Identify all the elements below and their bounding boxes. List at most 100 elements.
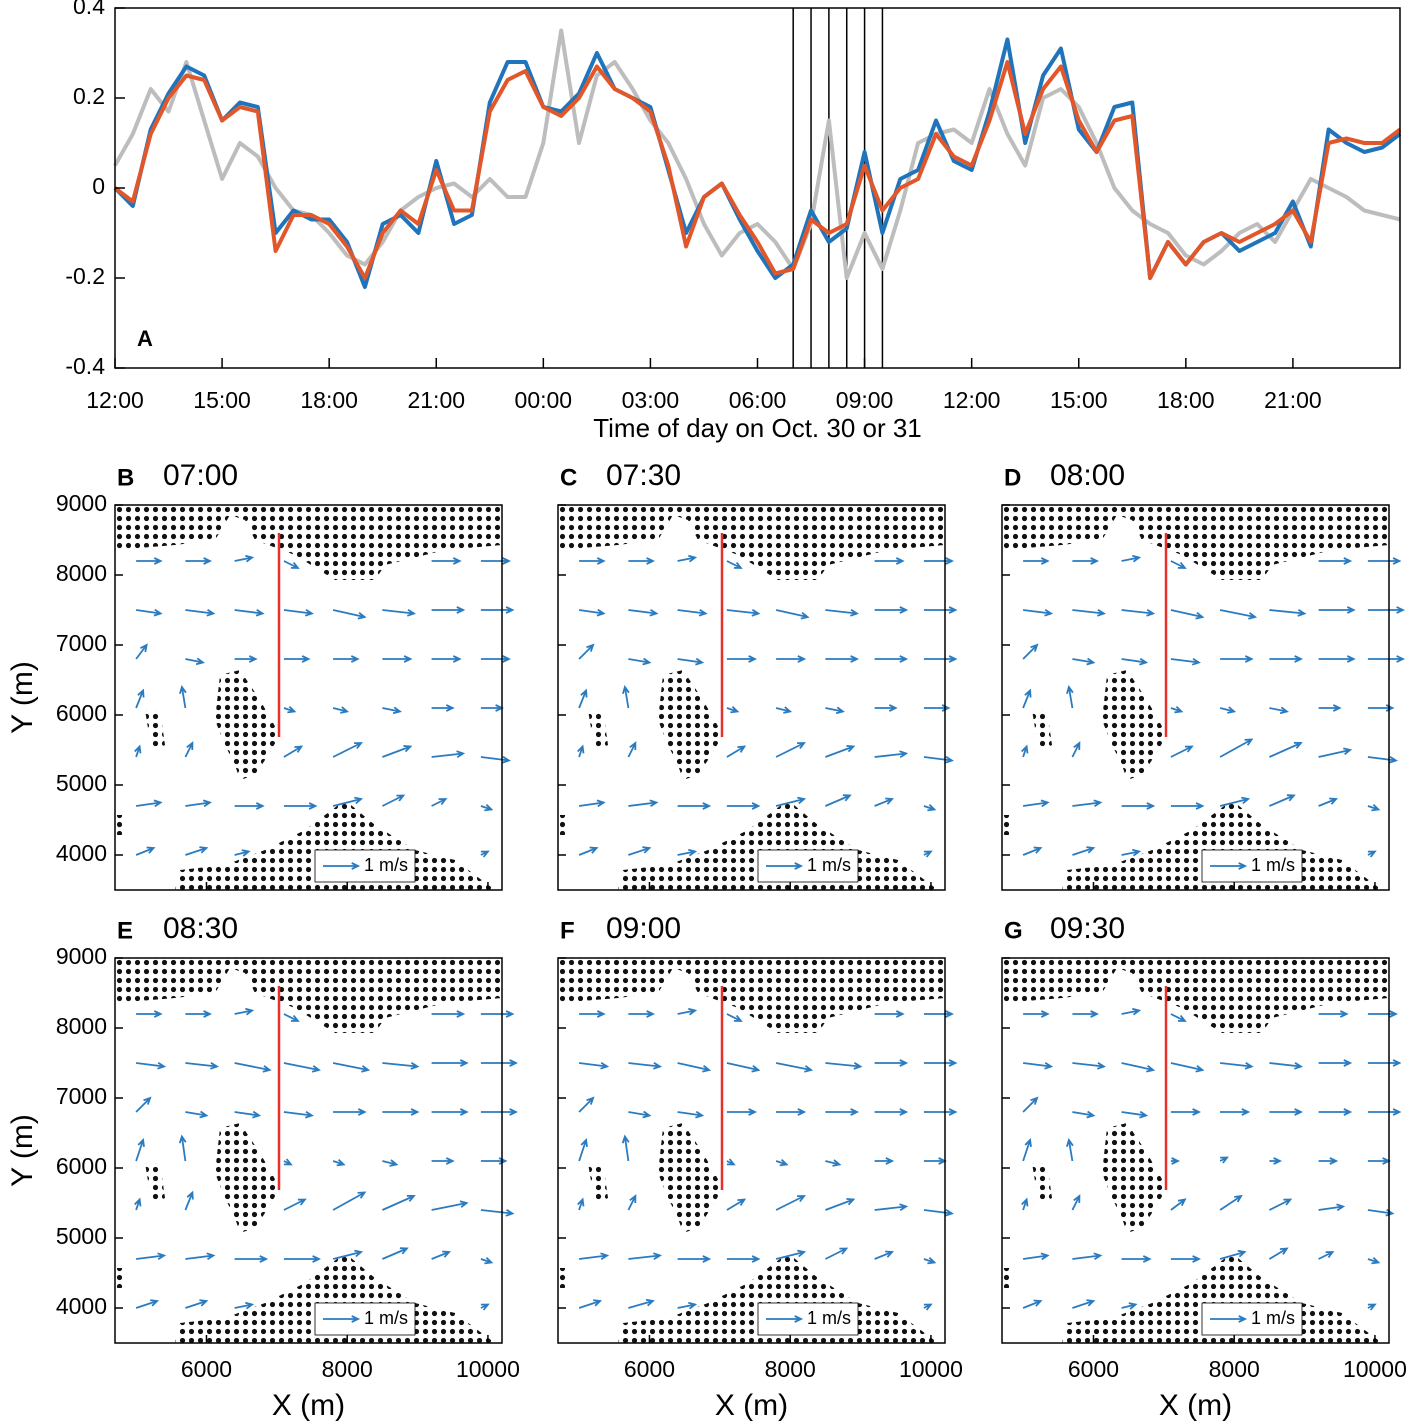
velocity-arrow [726,1013,743,1022]
velocity-arrow [1170,1062,1205,1073]
velocity-arrow [1170,745,1194,758]
velocity-arrow [1121,1255,1152,1263]
velocity-arrow [332,796,364,807]
velocity-arrow [579,1010,606,1018]
velocity-arrow [1022,799,1050,808]
velocity-arrow [1071,741,1081,758]
velocity-arrow [382,1247,409,1260]
velocity-arrow [923,1256,937,1265]
panel-label: D [1004,464,1021,491]
velocity-arrow [1269,609,1307,617]
velocity-arrow [381,794,406,807]
axes-box [557,504,946,891]
x-tick-label: 18:00 [300,387,358,413]
velocity-arrow [628,1062,662,1070]
velocity-arrow [874,1250,895,1260]
velocity-arrow [776,1108,807,1116]
velocity-arrow [382,1062,420,1070]
reference-arrow [766,862,804,870]
velocity-arrow [824,1247,849,1260]
panel-title: 08:30 [163,912,238,945]
velocity-arrow [135,643,148,660]
velocity-arrow [135,1061,167,1070]
velocity-arrow [1072,557,1099,565]
velocity-arrow [1072,657,1096,666]
velocity-arrow [775,1249,807,1260]
x-tick-label: 8000 [322,1356,373,1382]
panel-title: 08:00 [1050,459,1125,492]
velocity-arrow [135,799,163,808]
velocity-arrow [185,1110,209,1119]
reference-label: 1 m/s [1251,1308,1295,1328]
velocity-arrow [1318,1203,1346,1212]
velocity-arrow [775,742,806,758]
velocity-arrow [1170,657,1201,666]
velocity-arrow [1022,846,1043,856]
velocity-arrow [923,606,958,614]
velocity-arrow [677,657,705,666]
velocity-arrow [135,688,145,709]
velocity-arrow [677,848,698,857]
y-tick-label: 4000 [56,1293,107,1319]
velocity-arrow [923,557,954,565]
velocity-arrow [134,744,142,758]
velocity-arrow [134,1197,142,1211]
land-c [556,503,947,892]
panel-title: 07:00 [163,459,238,492]
velocity-arrow [578,799,606,808]
velocity-arrow [1318,1251,1335,1260]
velocity-arrow [825,1108,859,1116]
reference-arrow [1210,862,1248,870]
velocity-arrow [1170,705,1184,714]
velocity-arrow [185,1010,212,1018]
velocity-arrow [1318,1157,1339,1165]
velocity-arrow [234,608,265,617]
velocity-arrow [185,608,216,617]
velocity-arrow [382,655,413,663]
velocity-arrow [332,1158,346,1167]
velocity-arrow [1021,1197,1029,1211]
velocity-arrow [1022,688,1032,709]
velocity-arrow [1367,755,1398,764]
velocity-arrow [431,1157,455,1165]
velocity-arrow [726,655,757,663]
velocity-arrow [431,1010,466,1018]
x-tick-label: 18:00 [1157,387,1215,413]
velocity-arrow [283,1062,321,1073]
velocity-arrow [1318,1010,1349,1018]
velocity-arrow [578,1299,603,1309]
series-line [113,28,1401,280]
x-tick-label: 06:00 [729,387,787,413]
y-tick-label: 7000 [56,630,107,656]
velocity-arrow [874,557,905,565]
velocity-arrow [621,1134,630,1162]
velocity-arrow [578,1252,610,1261]
velocity-arrow [1269,706,1289,715]
velocity-arrow [628,1252,662,1260]
velocity-arrow [1121,609,1156,617]
velocity-arrow [775,1195,806,1211]
velocity-arrow [480,755,511,764]
reference-label: 1 m/s [364,855,408,875]
velocity-arrow [1170,1013,1187,1022]
velocity-arrow [923,655,958,663]
velocity-arrow [1219,1249,1247,1260]
velocity-arrow [726,802,761,810]
velocity-arrow [677,1255,712,1263]
panel-title: 09:30 [1050,912,1125,945]
velocity-arrow [578,643,595,660]
velocity-arrow [135,1299,160,1309]
velocity-arrow [184,1190,194,1211]
velocity-arrow [1023,557,1050,565]
velocity-arrow [283,655,311,663]
velocity-arrow [480,1256,494,1265]
velocity-arrow [1318,606,1356,614]
velocity-arrow [825,706,845,715]
velocity-arrow [234,1255,269,1263]
velocity-arrow [234,1301,255,1310]
velocity-arrow [726,1062,761,1073]
velocity-arrow [135,1138,145,1162]
x-tick-label: 6000 [1068,1356,1119,1382]
velocity-arrow [480,1010,515,1018]
velocity-arrow [1072,1299,1096,1309]
